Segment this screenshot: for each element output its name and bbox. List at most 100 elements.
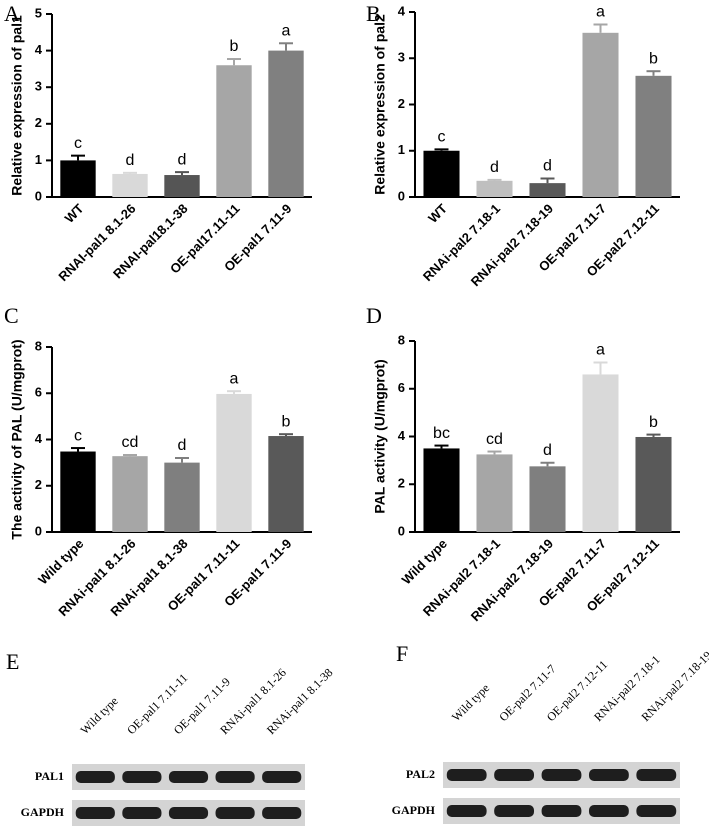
y-axis-label: PAL activity (U/mgprot): [372, 359, 388, 513]
blot-band: [215, 771, 255, 783]
bar: [423, 150, 460, 197]
blot-band: [446, 805, 487, 817]
significance-letter: a: [282, 22, 291, 39]
blot-band: [636, 805, 677, 817]
row-label: PAL1: [35, 769, 64, 783]
y-tick-label: 0: [398, 188, 405, 203]
blot-band: [122, 807, 162, 819]
bar: [164, 175, 200, 197]
bar: [582, 374, 619, 532]
error-bar: [434, 444, 449, 449]
x-tick-label: Wild type: [35, 536, 86, 587]
y-tick-label: 4: [35, 42, 43, 57]
y-tick-label: 0: [35, 523, 42, 538]
error-bar: [646, 70, 661, 76]
significance-letter: b: [282, 413, 291, 430]
blot-band: [494, 769, 535, 781]
y-tick-label: 3: [35, 79, 42, 94]
y-axis-label: The activity of PAL (U/mgprot): [9, 339, 25, 539]
error-bar: [175, 457, 189, 463]
significance-letter: d: [490, 159, 499, 176]
panel-label: E: [6, 649, 19, 674]
bar: [112, 456, 148, 532]
y-tick-label: 8: [398, 332, 405, 347]
significance-letter: d: [178, 437, 187, 454]
significance-letter: d: [543, 158, 552, 175]
y-tick-label: 8: [35, 338, 42, 353]
bar: [60, 451, 96, 532]
bar: [268, 436, 304, 532]
blot-band: [122, 771, 162, 783]
bar: [164, 462, 200, 532]
y-tick-label: 1: [398, 142, 405, 157]
blot-band: [588, 805, 629, 817]
blot-band: [446, 769, 487, 781]
x-tick-label: Wild type: [399, 536, 450, 587]
significance-letter: a: [230, 370, 239, 387]
y-tick-label: 1: [35, 152, 42, 167]
bar: [582, 32, 619, 197]
error-bar: [175, 171, 189, 176]
error-bar: [646, 433, 661, 437]
y-tick-label: 6: [35, 385, 42, 400]
error-bar: [123, 171, 137, 174]
lane-label: Wild type: [77, 694, 120, 737]
y-tick-label: 4: [35, 431, 43, 446]
row-label: GAPDH: [392, 803, 436, 817]
y-tick-label: 5: [35, 5, 42, 20]
panel-label: C: [4, 303, 19, 328]
bar: [529, 466, 566, 532]
bar: [529, 183, 566, 197]
blot-band: [588, 769, 629, 781]
y-tick-label: 2: [398, 96, 405, 111]
y-tick-label: 0: [398, 523, 405, 538]
significance-letter: a: [596, 342, 605, 359]
error-bar: [487, 450, 502, 455]
y-axis-label: Relative expression of pal2: [372, 14, 388, 195]
bar: [423, 448, 460, 532]
bar: [60, 160, 96, 197]
blot-band: [75, 807, 115, 819]
significance-letter: a: [596, 4, 605, 21]
error-bar: [71, 154, 85, 161]
blot-band: [262, 807, 302, 819]
significance-letter: bc: [433, 425, 450, 442]
y-tick-label: 0: [35, 188, 42, 203]
y-tick-label: 4: [398, 428, 406, 443]
significance-letter: b: [649, 50, 658, 67]
error-bar: [540, 177, 555, 184]
bar: [476, 454, 513, 532]
significance-letter: d: [178, 151, 187, 168]
blot-band: [541, 805, 582, 817]
error-bar: [487, 178, 502, 181]
y-tick-label: 3: [398, 50, 405, 65]
significance-letter: b: [230, 38, 239, 55]
blot-band: [168, 771, 209, 783]
bar: [476, 180, 513, 197]
blot-band: [168, 807, 209, 819]
bar: [635, 75, 672, 197]
row-label: PAL2: [406, 767, 435, 781]
panel-label: A: [4, 1, 20, 26]
error-bar: [540, 461, 555, 467]
y-tick-label: 2: [35, 477, 42, 492]
y-tick-label: 2: [35, 115, 42, 130]
panel-label: B: [366, 1, 381, 26]
bar: [268, 50, 304, 197]
row-label: GAPDH: [21, 805, 65, 819]
blot-band: [262, 771, 302, 783]
significance-letter: c: [74, 427, 82, 444]
y-tick-label: 2: [398, 476, 405, 491]
y-tick-label: 4: [398, 3, 406, 18]
lane-label: Wild type: [449, 681, 492, 724]
error-bar: [593, 23, 608, 33]
panel-label: F: [396, 641, 408, 666]
error-bar: [279, 42, 293, 51]
blot-band: [636, 769, 677, 781]
significance-letter: cd: [122, 434, 139, 451]
error-bar: [227, 58, 241, 66]
error-bar: [593, 361, 608, 375]
error-bar: [227, 390, 241, 394]
bar: [112, 173, 148, 197]
